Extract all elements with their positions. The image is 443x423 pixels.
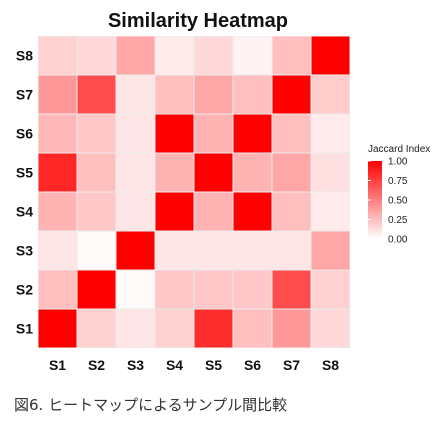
legend-tick-label: 0.25 — [388, 215, 408, 226]
x-tick-S8: S8 — [322, 357, 339, 373]
heatmap-cell-S3-S4 — [155, 231, 194, 270]
legend-tick-label: 1.00 — [388, 157, 408, 168]
heatmap-cell-S6-S4 — [155, 114, 194, 153]
heatmap-cell-S8-S5 — [194, 36, 233, 75]
heatmap-cell-S3-S5 — [194, 231, 233, 270]
x-tick-S5: S5 — [205, 357, 222, 373]
y-tick-S1: S1 — [16, 321, 33, 337]
x-tick-S7: S7 — [283, 357, 300, 373]
heatmap-cell-S2-S3 — [116, 270, 155, 309]
heatmap-cell-S7-S5 — [194, 75, 233, 114]
heatmap-cell-S1-S3 — [116, 309, 155, 348]
y-tick-S5: S5 — [16, 165, 33, 181]
heatmap-cell-S5-S3 — [116, 153, 155, 192]
x-tick-S1: S1 — [49, 357, 66, 373]
heatmap-cell-S6-S7 — [272, 114, 311, 153]
heatmap-cell-S7-S7 — [272, 75, 311, 114]
heatmap-cell-S8-S4 — [155, 36, 194, 75]
heatmap-cell-S1-S7 — [272, 309, 311, 348]
chart-title: Similarity Heatmap — [108, 10, 288, 32]
heatmap-cell-S7-S6 — [233, 75, 272, 114]
legend-tick-label: 0.50 — [388, 196, 408, 207]
x-tick-S2: S2 — [88, 357, 105, 373]
heatmap-cell-S5-S2 — [77, 153, 116, 192]
heatmap-cell-S2-S2 — [77, 270, 116, 309]
heatmap-cell-S4-S6 — [233, 192, 272, 231]
figure-caption: 図6. ヒートマップによるサンプル間比較 — [14, 396, 288, 414]
y-tick-S8: S8 — [16, 48, 33, 64]
heatmap-cell-S8-S8 — [311, 36, 350, 75]
heatmap-cell-S2-S8 — [311, 270, 350, 309]
heatmap-cell-S6-S6 — [233, 114, 272, 153]
heatmap-cell-S7-S1 — [38, 75, 77, 114]
y-tick-S2: S2 — [16, 282, 33, 298]
heatmap-cell-S5-S7 — [272, 153, 311, 192]
heatmap-cells — [38, 36, 350, 348]
heatmap-cell-S3-S1 — [38, 231, 77, 270]
y-axis-ticks: S1 S2 S3 S4 S5 S6 S7 S8 — [16, 48, 33, 337]
heatmap-cell-S1-S6 — [233, 309, 272, 348]
heatmap-cell-S3-S6 — [233, 231, 272, 270]
heatmap-cell-S7-S8 — [311, 75, 350, 114]
heatmap-cell-S6-S1 — [38, 114, 77, 153]
heatmap-cell-S5-S6 — [233, 153, 272, 192]
heatmap-cell-S1-S1 — [38, 309, 77, 348]
heatmap-cell-S7-S3 — [116, 75, 155, 114]
heatmap-cell-S6-S8 — [311, 114, 350, 153]
heatmap-cell-S4-S3 — [116, 192, 155, 231]
heatmap-cell-S3-S3 — [116, 231, 155, 270]
y-tick-S4: S4 — [16, 204, 33, 220]
heatmap-cell-S4-S1 — [38, 192, 77, 231]
x-tick-S6: S6 — [244, 357, 261, 373]
x-tick-S4: S4 — [166, 357, 183, 373]
heatmap-chart: Similarity Heatmap S1 S2 S3 S4 S5 S6 S7 S8 S1 S2… — [16, 10, 430, 373]
heatmap-cell-S5-S1 — [38, 153, 77, 192]
y-tick-S7: S7 — [16, 87, 33, 103]
heatmap-cell-S4-S8 — [311, 192, 350, 231]
heatmap-cell-S4-S7 — [272, 192, 311, 231]
heatmap-cell-S2-S1 — [38, 270, 77, 309]
heatmap-cell-S3-S8 — [311, 231, 350, 270]
heatmap-cell-S4-S4 — [155, 192, 194, 231]
heatmap-cell-S2-S6 — [233, 270, 272, 309]
heatmap-cell-S6-S5 — [194, 114, 233, 153]
heatmap-cell-S2-S4 — [155, 270, 194, 309]
legend-title: Jaccard Index — [368, 144, 430, 155]
heatmap-cell-S2-S5 — [194, 270, 233, 309]
heatmap-cell-S7-S2 — [77, 75, 116, 114]
heatmap-cell-S3-S2 — [77, 231, 116, 270]
heatmap-cell-S1-S4 — [155, 309, 194, 348]
heatmap-cell-S1-S5 — [194, 309, 233, 348]
x-axis-ticks: S1 S2 S3 S4 S5 S6 S7 S8 — [49, 357, 339, 373]
legend-tick-label: 0.75 — [388, 176, 408, 187]
heatmap-cell-S4-S5 — [194, 192, 233, 231]
x-tick-S3: S3 — [127, 357, 144, 373]
legend-tick-label: 0.00 — [388, 235, 408, 246]
heatmap-cell-S5-S5 — [194, 153, 233, 192]
heatmap-cell-S2-S7 — [272, 270, 311, 309]
y-tick-S6: S6 — [16, 126, 33, 142]
heatmap-cell-S3-S7 — [272, 231, 311, 270]
color-legend: Jaccard Index 1.00 0.75 0.50 0.25 0.00 — [368, 144, 430, 246]
heatmap-cell-S6-S3 — [116, 114, 155, 153]
heatmap-cell-S4-S2 — [77, 192, 116, 231]
heatmap-cell-S8-S3 — [116, 36, 155, 75]
heatmap-cell-S8-S7 — [272, 36, 311, 75]
heatmap-cell-S8-S1 — [38, 36, 77, 75]
y-tick-S3: S3 — [16, 243, 33, 259]
heatmap-cell-S5-S8 — [311, 153, 350, 192]
heatmap-cell-S1-S2 — [77, 309, 116, 348]
heatmap-cell-S7-S4 — [155, 75, 194, 114]
heatmap-cell-S1-S8 — [311, 309, 350, 348]
legend-colorbar — [368, 161, 382, 239]
heatmap-cell-S6-S2 — [77, 114, 116, 153]
heatmap-cell-S8-S2 — [77, 36, 116, 75]
heatmap-cell-S8-S6 — [233, 36, 272, 75]
heatmap-cell-S5-S4 — [155, 153, 194, 192]
